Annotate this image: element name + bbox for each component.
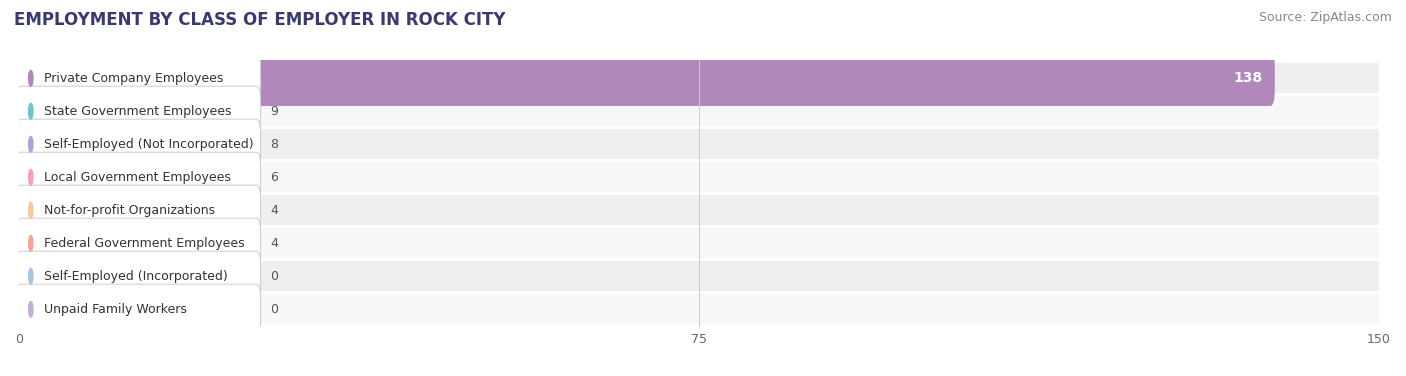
Circle shape [28,235,32,251]
FancyBboxPatch shape [17,251,260,301]
Text: EMPLOYMENT BY CLASS OF EMPLOYER IN ROCK CITY: EMPLOYMENT BY CLASS OF EMPLOYER IN ROCK … [14,11,506,29]
Bar [20,96,1379,126]
Text: 8: 8 [270,138,278,151]
Text: Self-Employed (Not Incorporated): Self-Employed (Not Incorporated) [45,138,254,151]
Circle shape [28,103,32,119]
FancyBboxPatch shape [17,53,260,103]
FancyBboxPatch shape [17,284,260,334]
FancyBboxPatch shape [14,50,1275,106]
Circle shape [28,202,32,218]
Text: State Government Employees: State Government Employees [45,105,232,118]
Text: 138: 138 [1234,71,1263,85]
Text: Self-Employed (Incorporated): Self-Employed (Incorporated) [45,270,228,283]
Circle shape [28,70,32,86]
Text: 9: 9 [270,105,278,118]
Text: Not-for-profit Organizations: Not-for-profit Organizations [45,204,215,217]
Bar [20,228,1379,258]
Text: Source: ZipAtlas.com: Source: ZipAtlas.com [1258,11,1392,24]
FancyBboxPatch shape [14,83,105,139]
Bar [20,129,1379,159]
FancyBboxPatch shape [14,117,96,172]
Circle shape [28,302,32,317]
Bar [20,64,1379,93]
Bar [20,196,1379,225]
Text: 0: 0 [270,303,278,316]
Circle shape [28,136,32,152]
Text: Private Company Employees: Private Company Employees [45,72,224,85]
FancyBboxPatch shape [14,215,60,271]
Text: Unpaid Family Workers: Unpaid Family Workers [45,303,187,316]
Text: 0: 0 [270,270,278,283]
FancyBboxPatch shape [14,150,77,205]
FancyBboxPatch shape [17,185,260,235]
Bar [20,294,1379,324]
FancyBboxPatch shape [14,182,60,238]
Text: Federal Government Employees: Federal Government Employees [45,237,245,250]
FancyBboxPatch shape [17,119,260,169]
Circle shape [28,268,32,284]
Text: 4: 4 [270,204,278,217]
FancyBboxPatch shape [17,152,260,202]
Bar [20,261,1379,291]
Text: Local Government Employees: Local Government Employees [45,171,231,184]
FancyBboxPatch shape [17,218,260,268]
Bar [20,162,1379,192]
Circle shape [28,170,32,185]
FancyBboxPatch shape [17,86,260,136]
Text: 6: 6 [270,171,278,184]
Text: 4: 4 [270,237,278,250]
